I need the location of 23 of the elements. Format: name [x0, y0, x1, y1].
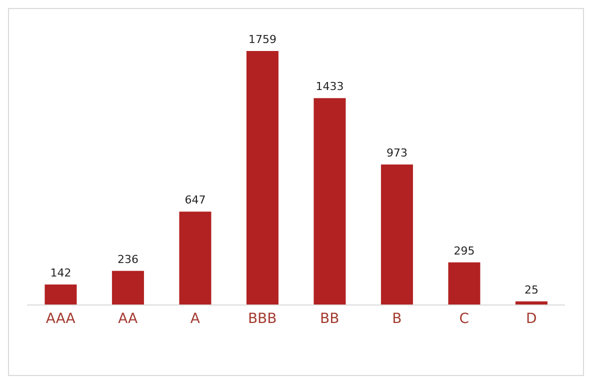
bar: [179, 212, 212, 305]
bar: [246, 51, 278, 305]
x-tick-label: BB: [320, 310, 340, 327]
bar: [314, 98, 346, 305]
data-label: 647: [184, 194, 206, 207]
x-tick-label: D: [526, 310, 537, 327]
data-label: 1759: [248, 33, 276, 46]
bar: [44, 284, 77, 305]
x-tick-label: AA: [118, 310, 138, 327]
x-tick-label: A: [190, 310, 200, 327]
x-tick-label: BBB: [248, 310, 277, 327]
x-tick-label: B: [392, 310, 402, 327]
x-tick-label: AAA: [46, 310, 76, 327]
data-label: 973: [386, 146, 408, 160]
bar: [448, 262, 480, 305]
data-label: 1433: [316, 80, 344, 94]
data-label: 142: [50, 266, 72, 280]
data-label: 25: [524, 283, 538, 296]
data-label: 295: [454, 244, 475, 258]
bar: [380, 164, 413, 305]
bar: [112, 270, 144, 305]
data-label: 236: [117, 252, 138, 266]
x-tick-label: C: [459, 310, 470, 327]
